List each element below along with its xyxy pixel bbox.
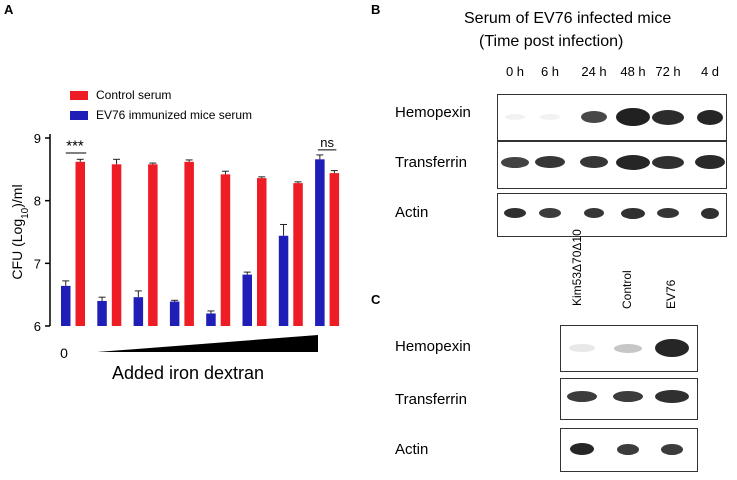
lane-label-b: 24 h [581, 64, 607, 79]
panel-a-letter: A [4, 2, 14, 17]
lane-label-b: 48 h [620, 64, 646, 79]
band-c [661, 443, 683, 455]
legend-swatch-control [70, 91, 88, 100]
blot-b-actin [497, 193, 727, 237]
bar-control [220, 174, 231, 326]
lane-label-b: 4 d [700, 64, 720, 79]
bar-control [257, 178, 267, 326]
panel-b-letter: B [371, 2, 381, 17]
bar-control [293, 183, 303, 326]
band-b [539, 208, 561, 218]
x-axis-label: Added iron dextran [112, 363, 264, 383]
band-b [652, 155, 684, 169]
band-b [701, 207, 719, 219]
band-c [617, 443, 639, 455]
band-b [505, 114, 525, 120]
lane-label-c: Control [620, 270, 634, 309]
iron-dextran-wedge [97, 335, 318, 352]
band-c [570, 443, 594, 455]
bar-immune [278, 235, 289, 326]
band-b [621, 207, 645, 219]
bar-control [329, 173, 340, 326]
bar-control [148, 164, 158, 326]
band-b [695, 155, 725, 169]
band-b [652, 109, 684, 125]
row-label-b-actin: Actin [395, 204, 429, 221]
lane-label-b: 0 h [505, 64, 525, 79]
y-tick-label: 9 [34, 131, 41, 146]
band-b [501, 156, 529, 168]
significance-label-1: ns [320, 135, 334, 150]
x-zero-label: 0 [60, 345, 68, 361]
band-b [616, 154, 650, 170]
band-c [569, 344, 595, 352]
band-c [613, 390, 643, 402]
bar-immune [61, 285, 71, 326]
bar-control [111, 164, 122, 326]
blot-b-transferrin [497, 141, 727, 189]
row-label-c-transferrin: Transferrin [395, 391, 467, 408]
significance-label-0: *** [66, 138, 84, 155]
band-c [567, 390, 597, 402]
row-label-c-actin: Actin [395, 441, 429, 458]
bar-immune [206, 313, 216, 326]
row-label-b-hemopexin: Hemopexin [395, 104, 471, 121]
y-axis-label: CFU (Log10)/ml [9, 184, 31, 279]
bar-immune [97, 300, 107, 326]
band-c [614, 343, 642, 353]
bar-chart: Control serum EV76 immunized mice serum 6 7… [9, 88, 340, 383]
legend-swatch-immune [70, 111, 88, 120]
panel-b-title-line1: Serum of EV76 infected mice [464, 10, 672, 27]
band-b [580, 156, 608, 168]
lane-label-c: Kim53Δ70Δ10 [570, 229, 584, 306]
y-tick-label: 6 [34, 319, 41, 334]
bar-immune [315, 159, 325, 326]
band-b [697, 109, 723, 125]
lane-label-c: EV76 [664, 279, 678, 309]
band-b [581, 111, 607, 123]
y-tick-label: 8 [34, 194, 41, 209]
bar-immune [133, 297, 144, 326]
band-c [655, 339, 689, 357]
legend-label-immune: EV76 immunized mice serum [96, 108, 252, 122]
band-b [504, 208, 526, 218]
bar-control [75, 161, 85, 326]
band-b [616, 108, 650, 126]
panel-b-title-line2: (Time post infection) [479, 33, 624, 50]
band-b [584, 208, 604, 218]
row-label-b-transferrin: Transferrin [395, 154, 467, 171]
lane-label-b: 72 h [655, 64, 681, 79]
bar-control [184, 161, 194, 326]
row-label-c-hemopexin: Hemopexin [395, 338, 471, 355]
lane-label-b: 6 h [540, 64, 560, 79]
band-c [655, 389, 689, 403]
bar-immune [169, 301, 180, 326]
band-b [535, 156, 565, 168]
y-tick-label: 7 [34, 256, 41, 271]
panel-c-letter: C [371, 292, 381, 307]
blot-b-hemopexin [497, 94, 727, 141]
band-b [657, 208, 679, 218]
blot-c-hemopexin [560, 325, 698, 372]
bar-immune [242, 274, 252, 326]
legend-label-control: Control serum [96, 88, 171, 102]
band-b [540, 114, 560, 120]
